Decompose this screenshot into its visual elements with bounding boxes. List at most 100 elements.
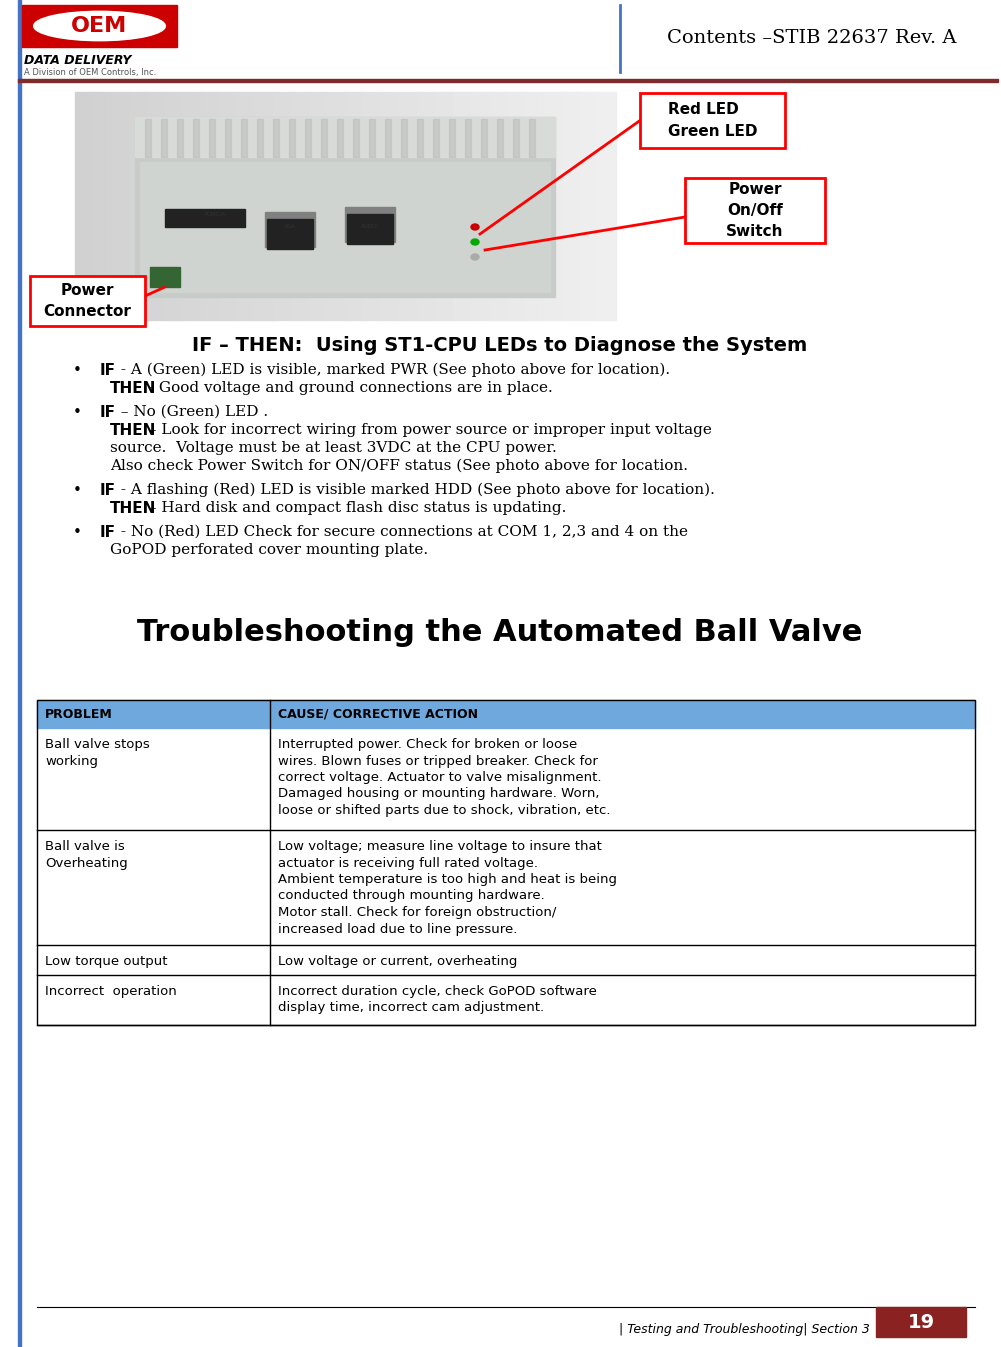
Text: DATA DELIVERY: DATA DELIVERY — [24, 54, 131, 67]
Bar — [363, 92, 382, 321]
Text: Interrupted power. Check for broken or loose
wires. Blown fuses or tripped break: Interrupted power. Check for broken or l… — [278, 738, 611, 818]
Bar — [321, 119, 327, 158]
Bar — [18, 79, 998, 82]
Text: Ball valve stops
working: Ball valve stops working — [45, 738, 150, 768]
Bar — [529, 119, 535, 158]
Bar — [401, 119, 407, 158]
Bar — [209, 119, 215, 158]
Text: IF: IF — [100, 484, 116, 498]
Bar — [876, 1307, 966, 1338]
Text: Low voltage; measure line voltage to insure that
actuator is receiving full rate: Low voltage; measure line voltage to ins… — [278, 841, 617, 936]
Text: •: • — [72, 484, 81, 498]
Bar — [273, 119, 279, 158]
Bar — [225, 119, 231, 158]
Bar — [267, 220, 313, 249]
Bar — [37, 700, 975, 1025]
Text: Contents –STIB 22637 Rev. A: Contents –STIB 22637 Rev. A — [668, 30, 957, 47]
Text: Power
On/Off
Switch: Power On/Off Switch — [727, 182, 784, 238]
Bar — [135, 117, 555, 296]
Bar — [193, 119, 199, 158]
Bar — [18, 0, 21, 1347]
Text: Troubleshooting the Automated Ball Valve: Troubleshooting the Automated Ball Valve — [137, 618, 863, 647]
Bar — [465, 119, 471, 158]
Text: •: • — [72, 525, 81, 540]
Bar — [150, 267, 180, 287]
Bar — [597, 92, 616, 321]
Text: •: • — [72, 405, 81, 420]
Bar — [347, 214, 393, 244]
Bar — [399, 92, 418, 321]
Text: - No (Red) LED Check for secure connections at COM 1, 2,3 and 4 on the: - No (Red) LED Check for secure connecti… — [116, 525, 688, 539]
Ellipse shape — [471, 238, 479, 245]
Text: source.  Voltage must be at least 3VDC at the CPU power.: source. Voltage must be at least 3VDC at… — [110, 440, 557, 455]
Text: - A (Green) LED is visible, marked PWR (See photo above for location).: - A (Green) LED is visible, marked PWR (… — [116, 362, 670, 377]
Ellipse shape — [34, 11, 165, 40]
Bar — [22, 5, 177, 47]
Ellipse shape — [471, 224, 479, 230]
Text: - Good voltage and ground connections are in place.: - Good voltage and ground connections ar… — [144, 381, 553, 395]
Bar — [345, 207, 395, 242]
Bar — [471, 92, 490, 321]
Bar — [327, 92, 346, 321]
Bar — [453, 92, 472, 321]
Text: – No (Green) LED .: – No (Green) LED . — [116, 405, 268, 419]
Bar — [147, 92, 166, 321]
Text: Low torque output: Low torque output — [45, 955, 167, 968]
Bar — [489, 92, 508, 321]
Text: GoPOD perforated cover mounting plate.: GoPOD perforated cover mounting plate. — [110, 543, 428, 558]
Text: AUDIO: AUDIO — [361, 225, 379, 229]
Text: Ball valve is
Overheating: Ball valve is Overheating — [45, 841, 128, 870]
Text: | Testing and Troubleshooting| Section 3: | Testing and Troubleshooting| Section 3 — [620, 1323, 870, 1335]
Bar — [241, 119, 247, 158]
Text: THEN: THEN — [110, 501, 156, 516]
Bar — [417, 119, 423, 158]
Bar — [111, 92, 130, 321]
Text: PCMCIA: PCMCIA — [204, 211, 225, 217]
Bar — [369, 119, 375, 158]
Bar — [237, 92, 256, 321]
Bar — [353, 119, 359, 158]
Text: Red LED
Green LED: Red LED Green LED — [668, 102, 757, 139]
Bar — [385, 119, 391, 158]
Bar — [165, 209, 245, 228]
Text: Power
Connector: Power Connector — [44, 283, 131, 319]
Bar — [219, 92, 238, 321]
Bar — [525, 92, 544, 321]
Bar — [165, 92, 184, 321]
Text: IF: IF — [100, 405, 116, 420]
Text: Low voltage or current, overheating: Low voltage or current, overheating — [278, 955, 518, 968]
Bar — [507, 92, 526, 321]
Bar — [135, 117, 555, 158]
Bar — [417, 92, 436, 321]
Bar — [481, 119, 487, 158]
Bar — [579, 92, 598, 321]
Bar — [640, 93, 785, 148]
Bar — [309, 92, 328, 321]
Bar — [265, 211, 315, 247]
Bar — [273, 92, 292, 321]
Bar — [291, 92, 310, 321]
Text: IF: IF — [100, 362, 116, 379]
Bar — [449, 119, 455, 158]
Text: PROBLEM: PROBLEM — [45, 707, 113, 721]
Bar — [93, 92, 112, 321]
Text: 19: 19 — [908, 1312, 935, 1331]
Text: THEN: THEN — [110, 381, 156, 396]
Bar — [37, 700, 975, 727]
Bar — [433, 119, 439, 158]
Bar — [543, 92, 562, 321]
Bar — [145, 119, 151, 158]
Ellipse shape — [471, 255, 479, 260]
Bar — [255, 92, 274, 321]
Text: – Look for incorrect wiring from power source or improper input voltage: – Look for incorrect wiring from power s… — [144, 423, 712, 436]
Bar — [345, 92, 364, 321]
Bar — [161, 119, 167, 158]
Text: OEM: OEM — [71, 16, 127, 36]
Bar — [140, 162, 550, 292]
Bar — [289, 119, 295, 158]
Text: Incorrect  operation: Incorrect operation — [45, 985, 177, 998]
Text: Also check Power Switch for ON/OFF status (See photo above for location.: Also check Power Switch for ON/OFF statu… — [110, 459, 688, 473]
Text: IF – THEN:  Using ST1-CPU LEDs to Diagnose the System: IF – THEN: Using ST1-CPU LEDs to Diagnos… — [192, 335, 808, 356]
Text: THEN: THEN — [110, 423, 156, 438]
Bar — [305, 119, 311, 158]
